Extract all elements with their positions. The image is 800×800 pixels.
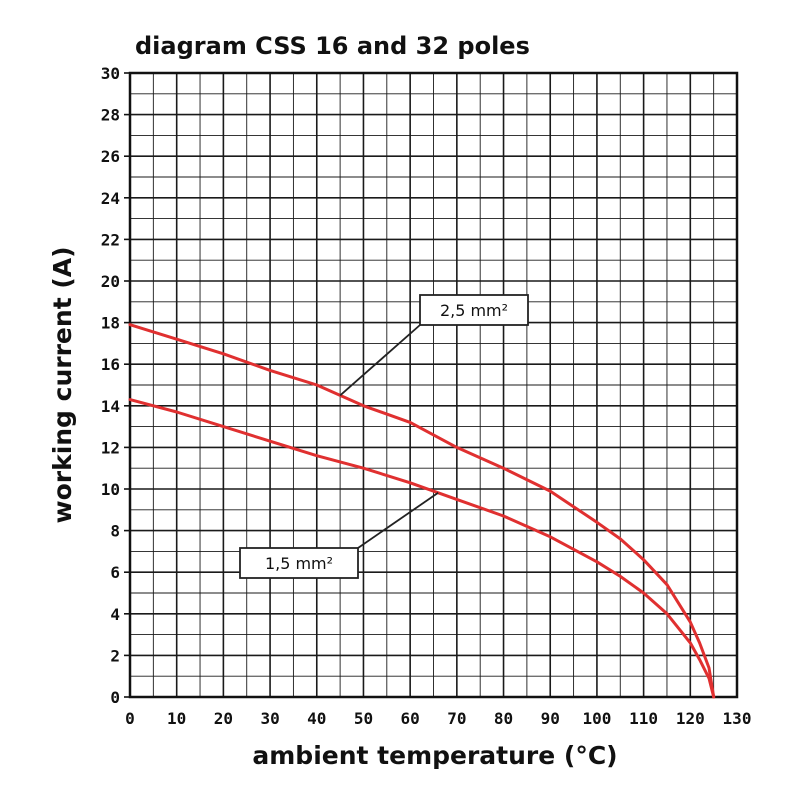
x-tick-label: 130 <box>723 709 752 728</box>
y-tick-label: 30 <box>101 64 120 83</box>
series-line-1 <box>128 323 716 699</box>
series-layer <box>128 323 716 699</box>
y-tick-label: 26 <box>101 147 120 166</box>
y-tick-label: 6 <box>110 563 120 582</box>
y-tick-label: 0 <box>110 688 120 707</box>
x-tick-label: 30 <box>260 709 279 728</box>
annotation-box <box>239 547 359 579</box>
y-tick-label: 28 <box>101 106 120 125</box>
x-tick-label: 20 <box>214 709 233 728</box>
x-tick-label: 90 <box>541 709 560 728</box>
x-tick-label: 40 <box>307 709 326 728</box>
y-tick-label: 24 <box>101 189 120 208</box>
x-tick-label: 10 <box>167 709 186 728</box>
y-tick-label: 20 <box>101 272 120 291</box>
y-tick-label: 10 <box>101 480 120 499</box>
series-line-2 <box>128 398 716 699</box>
x-tick-label: 0 <box>125 709 135 728</box>
x-tick-label: 120 <box>676 709 705 728</box>
annotations: 2,5 mm² 1,5 mm² <box>239 294 529 579</box>
tick-labels: 0 10 20 30 40 50 60 70 80 90 100 110 120 130024681012… <box>101 64 752 728</box>
annotation-label: 1,5 mm² <box>265 554 333 573</box>
y-tick-label: 18 <box>101 314 120 333</box>
y-tick-label: 12 <box>101 438 120 457</box>
y-tick-label: 2 <box>110 646 120 665</box>
y-tick-label: 8 <box>110 522 120 541</box>
x-tick-label: 100 <box>582 709 611 728</box>
y-axis-label: working current (A) <box>48 246 77 523</box>
plot-frame <box>124 71 739 699</box>
annotation-box <box>419 294 529 326</box>
grid <box>129 72 738 698</box>
x-axis-label: ambient temperature (°C) <box>252 741 617 770</box>
annotation-label: 2,5 mm² <box>440 301 508 320</box>
y-tick-label: 22 <box>101 230 120 249</box>
y-tick-label: 14 <box>101 397 120 416</box>
chart-title: diagram CSS 16 and 32 poles <box>135 32 530 60</box>
x-tick-label: 60 <box>401 709 420 728</box>
plot-border <box>128 71 739 699</box>
x-tick-label: 70 <box>447 709 466 728</box>
y-tick-label: 16 <box>101 355 120 374</box>
annotation-leader-line <box>339 324 421 397</box>
x-tick-label: 110 <box>629 709 658 728</box>
annotation-leader-line <box>357 492 439 549</box>
x-tick-label: 50 <box>354 709 373 728</box>
y-tick-label: 4 <box>110 605 120 624</box>
x-tick-label: 80 <box>494 709 513 728</box>
